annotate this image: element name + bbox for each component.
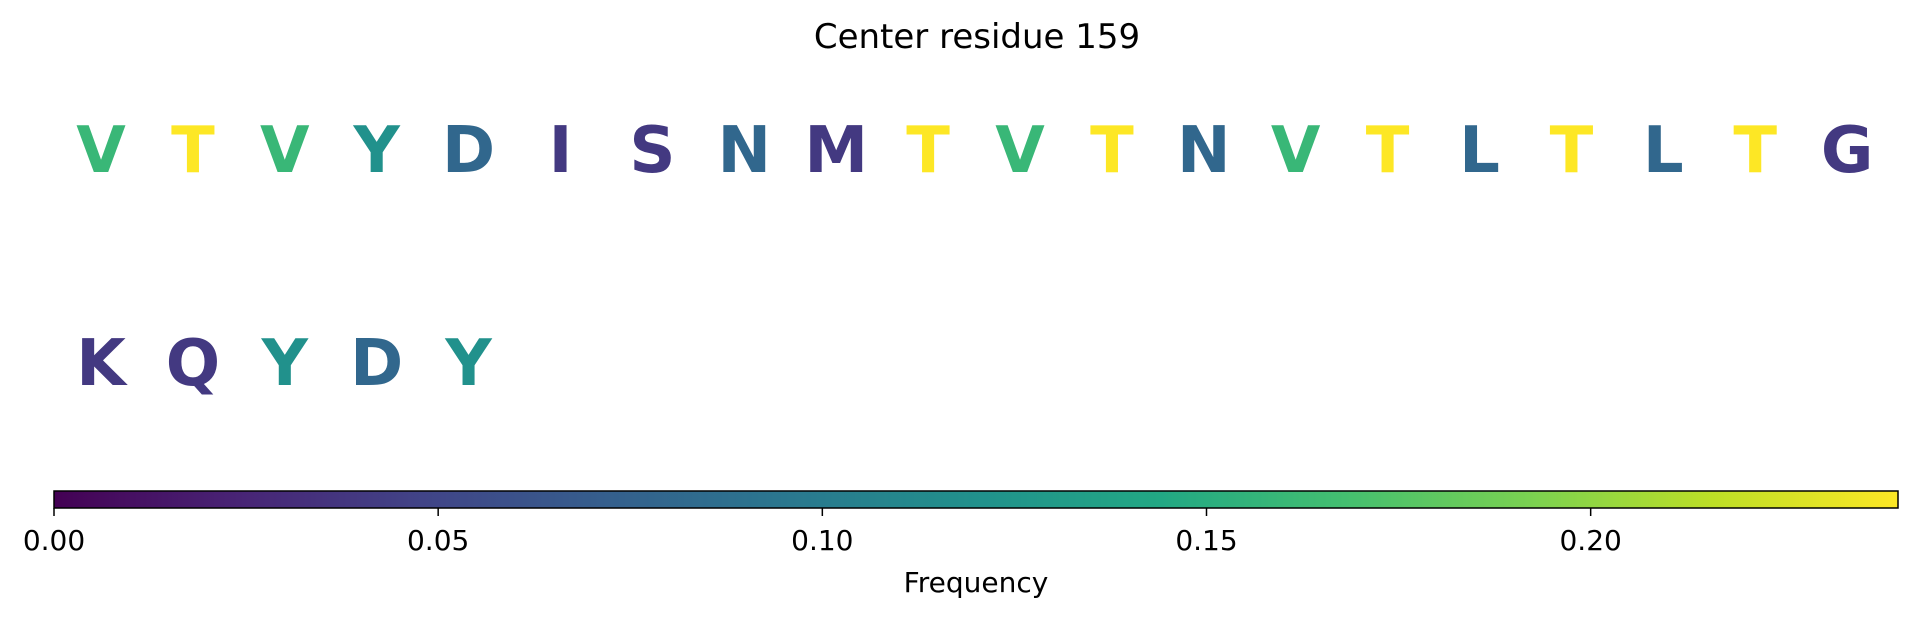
residue-letter: V	[260, 114, 310, 188]
colorbar-label: Frequency	[904, 566, 1049, 599]
residue-letter: T	[906, 114, 950, 188]
colorbar-tick-label: 0.00	[23, 524, 85, 557]
residue-letter: Y	[261, 327, 309, 401]
residue-letter: Y	[444, 327, 492, 401]
colorbar-tick-label: 0.05	[407, 524, 469, 557]
residue-letter: L	[1459, 114, 1500, 188]
residue-letter: N	[718, 114, 772, 188]
residue-letter: K	[76, 327, 128, 401]
residue-letter: D	[350, 327, 403, 401]
residue-letter: V	[1271, 114, 1321, 188]
colorbar: 0.00 0.05 0.10 0.15 0.20 Frequency	[23, 490, 1899, 599]
colorbar-tick-label: 0.20	[1559, 524, 1621, 557]
residue-letter: G	[1821, 114, 1874, 188]
residue-letter: V	[76, 114, 126, 188]
colorbar-tick-label: 0.15	[1175, 524, 1237, 557]
residue-letter: I	[549, 114, 573, 188]
residue-letters: V T V Y D I S N M T V T N V T L T L T GK Q Y D Y	[76, 114, 1873, 401]
chart-title: Center residue 159	[814, 17, 1140, 57]
colorbar-tick-label: 0.10	[791, 524, 853, 557]
residue-letter: S	[629, 114, 675, 188]
residue-letter: L	[1643, 114, 1684, 188]
residue-letter: D	[442, 114, 495, 188]
residue-letter: T	[1090, 114, 1134, 188]
residue-letter: Q	[166, 327, 220, 401]
residue-letter: T	[1366, 114, 1410, 188]
colorbar-ticks: 0.00 0.05 0.10 0.15 0.20	[23, 508, 1622, 557]
residue-letter: T	[171, 114, 215, 188]
residue-letter: V	[995, 114, 1045, 188]
residue-letter: T	[1550, 114, 1594, 188]
residue-letter: M	[804, 114, 868, 188]
residue-letter: Y	[353, 114, 401, 188]
residue-letter: T	[1733, 114, 1777, 188]
colorbar-gradient	[53, 490, 1899, 509]
residue-letter: N	[1177, 114, 1231, 188]
